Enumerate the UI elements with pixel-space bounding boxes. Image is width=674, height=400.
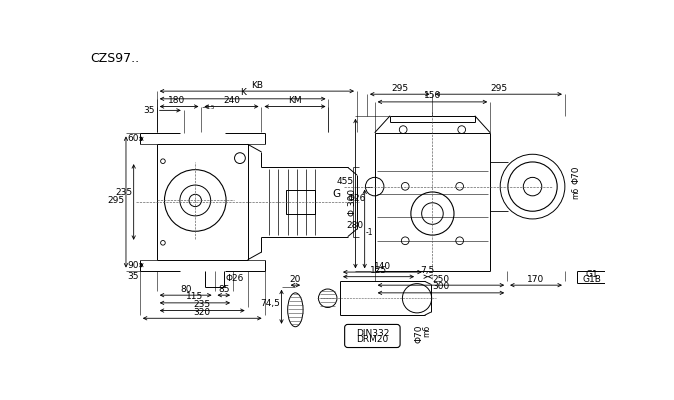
Text: 35: 35 [127,272,139,281]
Text: $_{-0.5}$: $_{-0.5}$ [202,103,216,112]
Text: G: G [332,189,340,199]
Text: 295: 295 [391,84,408,93]
Text: 180: 180 [168,96,185,105]
Text: 85: 85 [218,285,230,294]
Text: -1: -1 [365,228,373,237]
Text: 150: 150 [424,91,441,100]
Text: 115: 115 [186,292,204,301]
Text: KB: KB [251,80,263,90]
Text: G1B: G1B [582,275,601,284]
Text: G1: G1 [586,270,599,279]
Text: Φ26: Φ26 [225,274,244,283]
Text: 280: 280 [346,221,363,230]
Text: Φ70: Φ70 [571,166,580,184]
Text: 80: 80 [180,285,191,294]
Text: K: K [240,88,245,97]
Text: 7,5: 7,5 [421,266,435,275]
Text: 240: 240 [223,96,240,105]
Text: 60: 60 [127,134,139,143]
Text: 170: 170 [527,275,545,284]
Text: 235: 235 [115,188,132,197]
Bar [286,190,315,214]
Text: 20: 20 [290,275,301,284]
Text: 235: 235 [193,300,211,309]
Text: DRM20: DRM20 [357,335,388,344]
Text: 320: 320 [193,308,211,317]
Text: CZS97..: CZS97.. [90,52,139,65]
Text: m6: m6 [571,187,580,199]
Text: DIN332: DIN332 [356,329,389,338]
Text: 74,5: 74,5 [260,299,280,308]
Text: Φ70: Φ70 [415,324,424,343]
Text: 140: 140 [374,262,391,270]
Text: Φ26: Φ26 [347,194,365,203]
Text: 125: 125 [370,266,387,275]
Text: 295: 295 [107,196,125,205]
Text: Φ 300: Φ 300 [348,188,357,216]
Text: 90: 90 [127,261,139,270]
Text: 300: 300 [432,282,450,291]
Text: 455: 455 [337,178,354,186]
Text: m6: m6 [422,324,431,337]
Text: 295: 295 [490,84,508,93]
Text: 250: 250 [432,275,450,284]
Text: KM: KM [288,96,302,105]
Text: 35: 35 [144,106,155,115]
